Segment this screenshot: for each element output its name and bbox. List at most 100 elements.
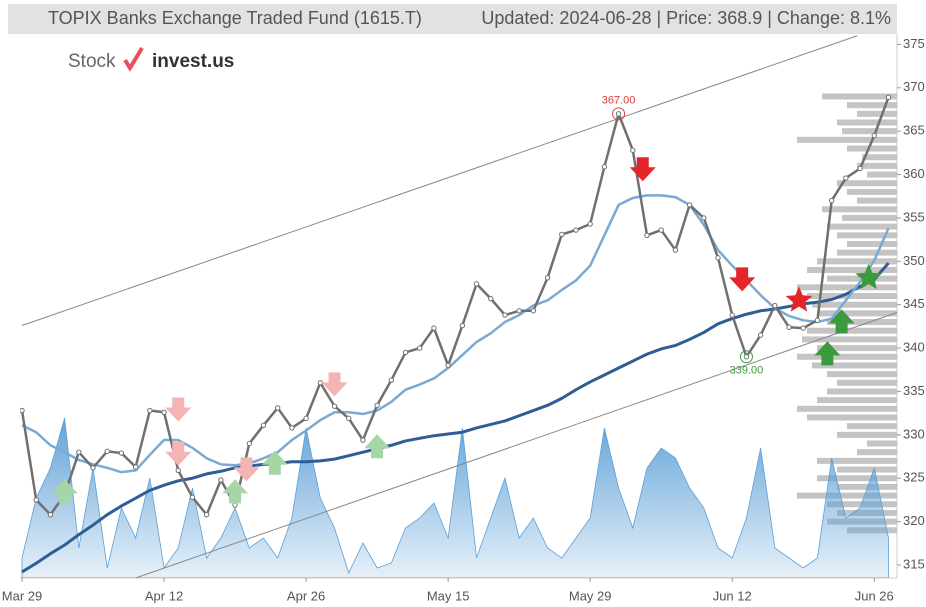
price-point — [175, 467, 181, 474]
signal-down — [729, 267, 756, 292]
price-point — [701, 215, 707, 221]
price-point — [644, 232, 650, 238]
price-point — [104, 448, 110, 455]
price-point — [488, 295, 494, 302]
price-volume-bar — [817, 258, 897, 265]
price-point — [218, 477, 224, 483]
y-tick-label: 340 — [903, 340, 925, 355]
price-volume-bar — [822, 206, 897, 213]
price-point — [857, 165, 863, 172]
x-tick-label: Apr 26 — [287, 588, 325, 603]
series-line — [20, 96, 890, 516]
signal-star — [855, 263, 882, 290]
price-volume-bar — [797, 284, 897, 291]
price-volume-bar — [812, 301, 897, 308]
price-volume-bar — [827, 371, 897, 378]
price-point — [388, 377, 395, 383]
price-volume-bar — [797, 492, 897, 499]
volume-area — [21, 417, 889, 578]
price-volume-bar — [797, 353, 897, 360]
price-volume-bar — [847, 145, 897, 152]
price-volume-bar — [797, 136, 897, 143]
price-point — [161, 409, 167, 415]
price-volume-bar — [847, 240, 897, 247]
price-point — [544, 275, 551, 281]
logo: Stock invest.us — [68, 46, 234, 72]
price-volume-bar — [847, 188, 897, 195]
price-point — [203, 511, 210, 518]
price-point — [843, 175, 849, 181]
y-tick-label: 315 — [903, 556, 925, 571]
price-point — [459, 322, 466, 329]
x-tick-label: May 29 — [569, 588, 612, 603]
price-volume-bar — [807, 293, 897, 300]
price-volume-bar — [807, 266, 897, 273]
annotation-label: 339.00 — [730, 365, 764, 377]
annotation-marker — [739, 350, 753, 364]
y-tick-label: 345 — [903, 296, 925, 311]
price-volume-bar — [847, 423, 897, 430]
price-volume-bar — [837, 466, 897, 473]
price-point — [686, 202, 693, 208]
price-point — [871, 132, 877, 139]
series-line — [21, 262, 890, 574]
price-point — [20, 407, 25, 414]
price-point — [431, 325, 437, 331]
signal-up — [222, 479, 249, 504]
price-point — [587, 221, 593, 227]
price-point — [260, 422, 267, 428]
price-point — [502, 312, 508, 318]
price-volume-bar — [812, 362, 897, 369]
price-volume-bar — [837, 232, 897, 239]
price-volume-bar — [817, 310, 897, 317]
price-volume-bar — [807, 414, 897, 421]
signal-down — [321, 372, 348, 397]
price-point — [786, 324, 792, 330]
chart-title: TOPIX Banks Exchange Traded Fund (1615.T… — [48, 8, 422, 28]
price-volume-bar — [867, 440, 897, 447]
logo-left: Stock — [68, 51, 116, 72]
price-point — [118, 450, 125, 456]
x-tick-label: Mar 29 — [2, 588, 42, 603]
y-tick-label: 365 — [903, 123, 925, 138]
price-point — [147, 407, 153, 414]
x-tick-label: Jun 26 — [855, 588, 894, 603]
annotation-label: 367.00 — [602, 95, 636, 107]
price-point — [601, 164, 608, 170]
price-point — [729, 312, 735, 318]
price-volume-bar — [857, 110, 897, 117]
price-point — [615, 111, 622, 117]
price-point — [828, 197, 835, 204]
price-point — [772, 302, 778, 309]
y-tick-label: 355 — [903, 209, 925, 224]
price-point — [530, 308, 537, 314]
price-volume-bar — [837, 431, 897, 438]
signal-up — [814, 341, 841, 366]
price-volume-bar — [817, 345, 897, 352]
price-volume-bar — [827, 388, 897, 395]
chart-subtitle: Updated: 2024-06-28 | Price: 368.9 | Cha… — [481, 8, 891, 28]
price-point — [743, 354, 750, 360]
price-point — [47, 511, 54, 518]
price-point — [814, 317, 821, 324]
signal-up — [364, 434, 391, 459]
price-point — [232, 502, 238, 508]
price-point — [715, 255, 721, 261]
price-point — [189, 494, 196, 501]
y-tick-label: 335 — [903, 383, 925, 398]
price-volume-bar — [822, 93, 897, 100]
x-tick-label: Apr 12 — [145, 588, 183, 603]
x-tick-label: Jun 12 — [713, 588, 752, 603]
logo-right: invest.us — [152, 51, 234, 72]
trend-line — [21, 35, 858, 326]
price-point — [274, 405, 281, 411]
price-point — [402, 349, 409, 356]
price-volume-bar — [857, 197, 897, 204]
price-volume-bar — [837, 379, 897, 386]
price-point — [303, 415, 309, 422]
price-volume-bar — [837, 249, 897, 256]
trend-line — [135, 312, 898, 578]
price-volume-bar — [847, 102, 897, 109]
y-tick-label: 320 — [903, 513, 925, 528]
